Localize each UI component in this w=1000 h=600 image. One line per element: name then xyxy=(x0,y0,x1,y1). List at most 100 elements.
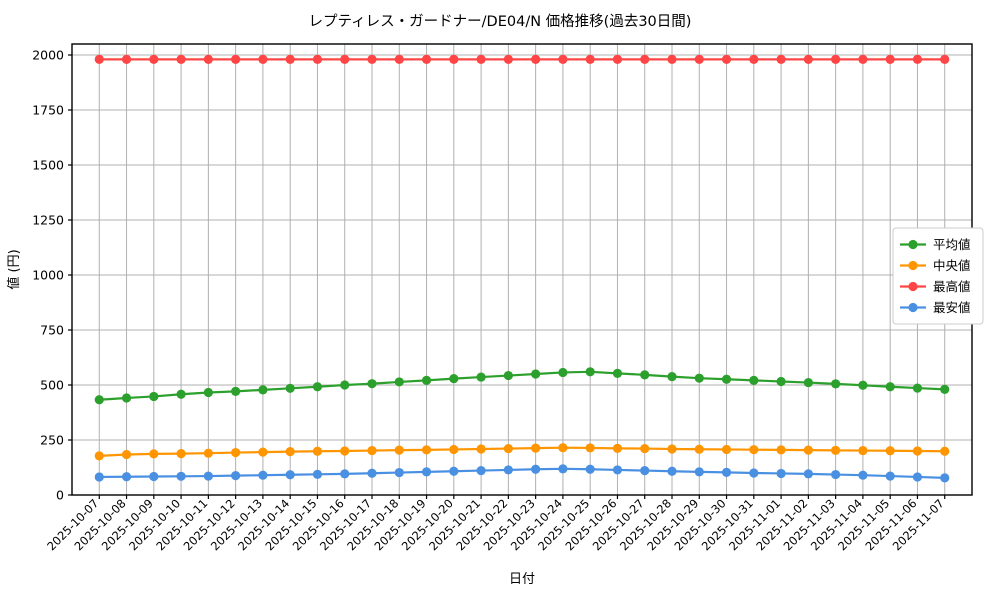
series-point xyxy=(503,54,513,64)
series-point xyxy=(285,470,295,480)
series-point xyxy=(421,467,432,477)
series-point xyxy=(94,472,104,482)
series-point xyxy=(312,446,323,456)
series-point xyxy=(421,375,432,385)
series-line-最安値 xyxy=(98,467,946,479)
y-axis-ticks: 0 250 500 750 1000 1250 1500 1750 2000 xyxy=(32,48,72,503)
y-tick-label: 1250 xyxy=(32,213,64,228)
y-axis-title: 値 (円) xyxy=(6,249,22,289)
series-point xyxy=(258,470,268,480)
series-point xyxy=(940,384,950,394)
series-point xyxy=(694,444,704,454)
series-point xyxy=(149,391,159,402)
legend-label[interactable]: 最高値 xyxy=(933,279,971,294)
series-point xyxy=(203,471,213,481)
series-point xyxy=(367,468,377,478)
series-point xyxy=(694,467,704,477)
series-point xyxy=(831,469,841,480)
y-tick-label: 1500 xyxy=(32,158,64,173)
series-point xyxy=(721,467,732,477)
legend-marker-最高値 xyxy=(908,281,918,292)
series-point xyxy=(831,54,841,64)
series-point xyxy=(585,54,595,64)
series-point xyxy=(285,447,295,457)
series-point xyxy=(803,54,813,64)
series-line-平均値 xyxy=(98,370,946,401)
series-point xyxy=(612,465,623,475)
series-point xyxy=(585,367,595,377)
series-point xyxy=(312,382,323,392)
plot-frame xyxy=(71,43,973,496)
series-point xyxy=(94,451,104,461)
series-point xyxy=(340,469,350,479)
series-point xyxy=(640,443,650,454)
series-point xyxy=(885,471,895,481)
series-point xyxy=(203,448,213,458)
series-point xyxy=(476,54,486,64)
series-point xyxy=(612,443,623,453)
series-point xyxy=(476,444,486,454)
legend-marker-最安値 xyxy=(908,302,918,313)
series-point xyxy=(721,374,732,384)
series-point xyxy=(503,370,513,381)
series-point xyxy=(749,54,759,64)
series-point xyxy=(640,370,650,380)
series-point xyxy=(231,386,241,396)
series-point xyxy=(640,465,650,476)
series-point xyxy=(531,54,541,64)
axes-frame xyxy=(71,43,973,496)
series-point xyxy=(258,54,268,64)
series-point xyxy=(340,54,350,64)
y-tick-label: 250 xyxy=(40,433,64,448)
y-tick-label: 0 xyxy=(56,488,64,503)
series-point xyxy=(558,464,568,474)
series-point xyxy=(449,466,459,476)
series-point xyxy=(749,468,759,478)
series-point xyxy=(585,464,595,474)
series-point xyxy=(285,383,295,393)
series-point xyxy=(312,469,323,479)
series-point xyxy=(176,449,186,459)
series-point xyxy=(421,54,432,64)
series-point xyxy=(776,54,786,64)
y-tick-label: 1000 xyxy=(32,268,64,283)
series-point xyxy=(694,54,704,64)
series-point xyxy=(94,395,104,405)
series-point xyxy=(285,54,295,64)
series-point xyxy=(885,54,895,64)
y-tick-label: 500 xyxy=(40,378,64,393)
series-point xyxy=(340,446,350,456)
series-point xyxy=(858,54,868,64)
legend-label[interactable]: 中央値 xyxy=(933,258,971,273)
series-point xyxy=(149,54,159,64)
series-point xyxy=(94,54,104,64)
series-point xyxy=(912,446,923,456)
series-point xyxy=(531,369,541,379)
series-point xyxy=(449,374,459,384)
series-point xyxy=(803,377,813,388)
series-point xyxy=(340,380,350,390)
series-point xyxy=(394,445,404,455)
series-point xyxy=(831,379,841,389)
y-tick-label: 750 xyxy=(40,323,64,338)
series-point xyxy=(667,372,677,382)
series-point xyxy=(421,445,432,455)
series-point xyxy=(176,389,186,399)
series-point xyxy=(940,446,950,456)
series-point xyxy=(749,375,759,385)
series-point xyxy=(858,380,868,390)
series-point xyxy=(176,471,186,481)
series-point xyxy=(612,54,623,64)
legend-label[interactable]: 平均値 xyxy=(933,237,971,252)
series-point xyxy=(258,385,268,395)
series-point xyxy=(312,54,323,64)
legend-label[interactable]: 最安値 xyxy=(933,300,971,315)
series-point xyxy=(912,383,923,393)
series-line-中央値 xyxy=(98,446,946,457)
series-point xyxy=(776,445,786,455)
series-point xyxy=(121,54,132,64)
series-point xyxy=(503,443,513,454)
